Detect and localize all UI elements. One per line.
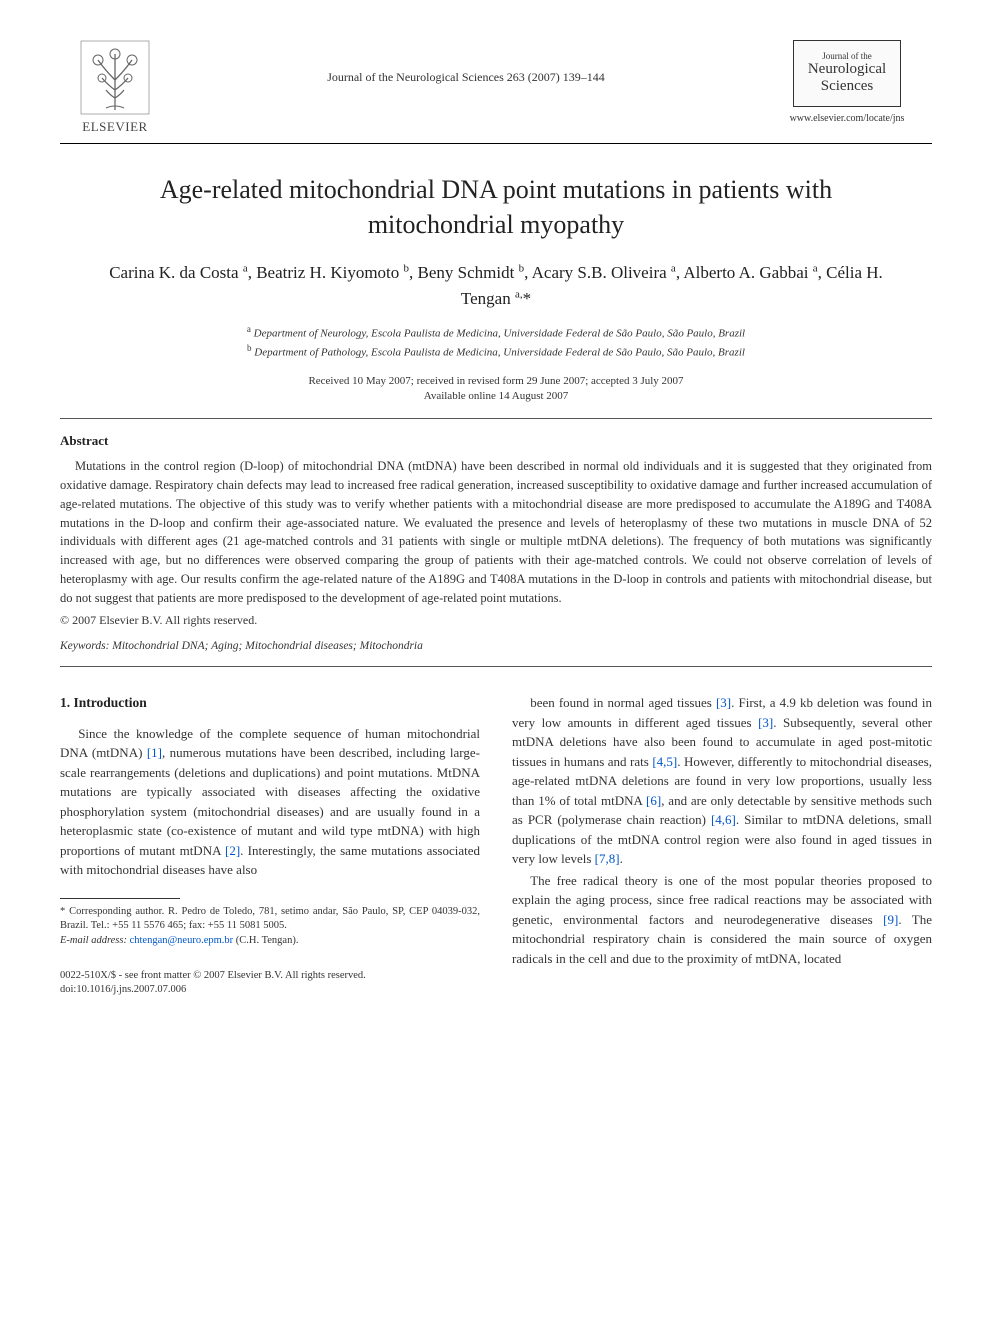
intro-para-2: been found in normal aged tissues [3]. F… [512, 693, 932, 869]
keywords-line: Keywords: Mitochondrial DNA; Aging; Mito… [60, 640, 932, 652]
article-dates: Received 10 May 2007; received in revise… [60, 374, 932, 405]
elsevier-tree-icon [80, 40, 150, 115]
corresponding-email-line: E-mail address: chtengan@neuro.epm.br (C… [60, 934, 480, 949]
journal-logo-block: Journal of the Neurological Sciences www… [762, 40, 932, 124]
journal-logo-line2: Neurological [808, 61, 886, 78]
corresponding-footnote: * Corresponding author. R. Pedro de Tole… [60, 905, 480, 949]
keywords-label: Keywords: [60, 640, 109, 652]
publisher-name: ELSEVIER [82, 119, 147, 135]
intro-para-3: The free radical theory is one of the mo… [512, 871, 932, 969]
issn-line: 0022-510X/$ - see front matter © 2007 El… [60, 969, 480, 984]
header-rule [60, 143, 932, 144]
abstract-heading: Abstract [60, 433, 932, 449]
email-label: E-mail address: [60, 935, 127, 946]
keywords-items: Mitochondrial DNA; Aging; Mitochondrial … [112, 640, 423, 652]
header-row: ELSEVIER Journal of the Neurological Sci… [60, 40, 932, 135]
affil-text: Department of Neurology, Escola Paulista… [254, 328, 745, 340]
body-columns: 1. Introduction Since the knowledge of t… [60, 693, 932, 998]
online-line: Available online 14 August 2007 [60, 389, 932, 404]
affiliations: a Department of Neurology, Escola Paulis… [60, 323, 932, 361]
section-1-heading: 1. Introduction [60, 693, 480, 713]
doi-line[interactable]: doi:10.1016/j.jns.2007.07.006 [60, 983, 480, 998]
journal-citation: Journal of the Neurological Sciences 263… [170, 40, 762, 85]
corresponding-text: * Corresponding author. R. Pedro de Tole… [60, 905, 480, 934]
email-attribution: (C.H. Tengan). [236, 935, 299, 946]
journal-logo-line3: Sciences [808, 78, 886, 95]
intro-para-1: Since the knowledge of the complete sequ… [60, 724, 480, 880]
journal-logo-line1: Journal of the [808, 51, 886, 61]
article-title: Age-related mitochondrial DNA point muta… [120, 172, 872, 242]
column-left: 1. Introduction Since the knowledge of t… [60, 693, 480, 998]
abstract-copyright: © 2007 Elsevier B.V. All rights reserved… [60, 613, 932, 628]
affil-text: Department of Pathology, Escola Paulista… [254, 347, 745, 359]
footnote-rule [60, 898, 180, 899]
bottom-meta: 0022-510X/$ - see front matter © 2007 El… [60, 969, 480, 998]
column-right: been found in normal aged tissues [3]. F… [512, 693, 932, 998]
authors-line: Carina K. da Costa a, Beatriz H. Kiyomot… [100, 260, 892, 311]
journal-url[interactable]: www.elsevier.com/locate/jns [790, 113, 905, 124]
received-line: Received 10 May 2007; received in revise… [60, 374, 932, 389]
abstract-text: Mutations in the control region (D-loop)… [60, 457, 932, 607]
abstract-bottom-rule [60, 666, 932, 667]
affil-marker: b [247, 343, 252, 353]
abstract-top-rule [60, 418, 932, 419]
journal-logo-box: Journal of the Neurological Sciences [793, 40, 901, 107]
affiliation-b: b Department of Pathology, Escola Paulis… [60, 342, 932, 361]
publisher-block: ELSEVIER [60, 40, 170, 135]
abstract-body: Mutations in the control region (D-loop)… [60, 457, 932, 607]
affiliation-a: a Department of Neurology, Escola Paulis… [60, 323, 932, 342]
email-link[interactable]: chtengan@neuro.epm.br [130, 935, 234, 946]
affil-marker: a [247, 324, 251, 334]
